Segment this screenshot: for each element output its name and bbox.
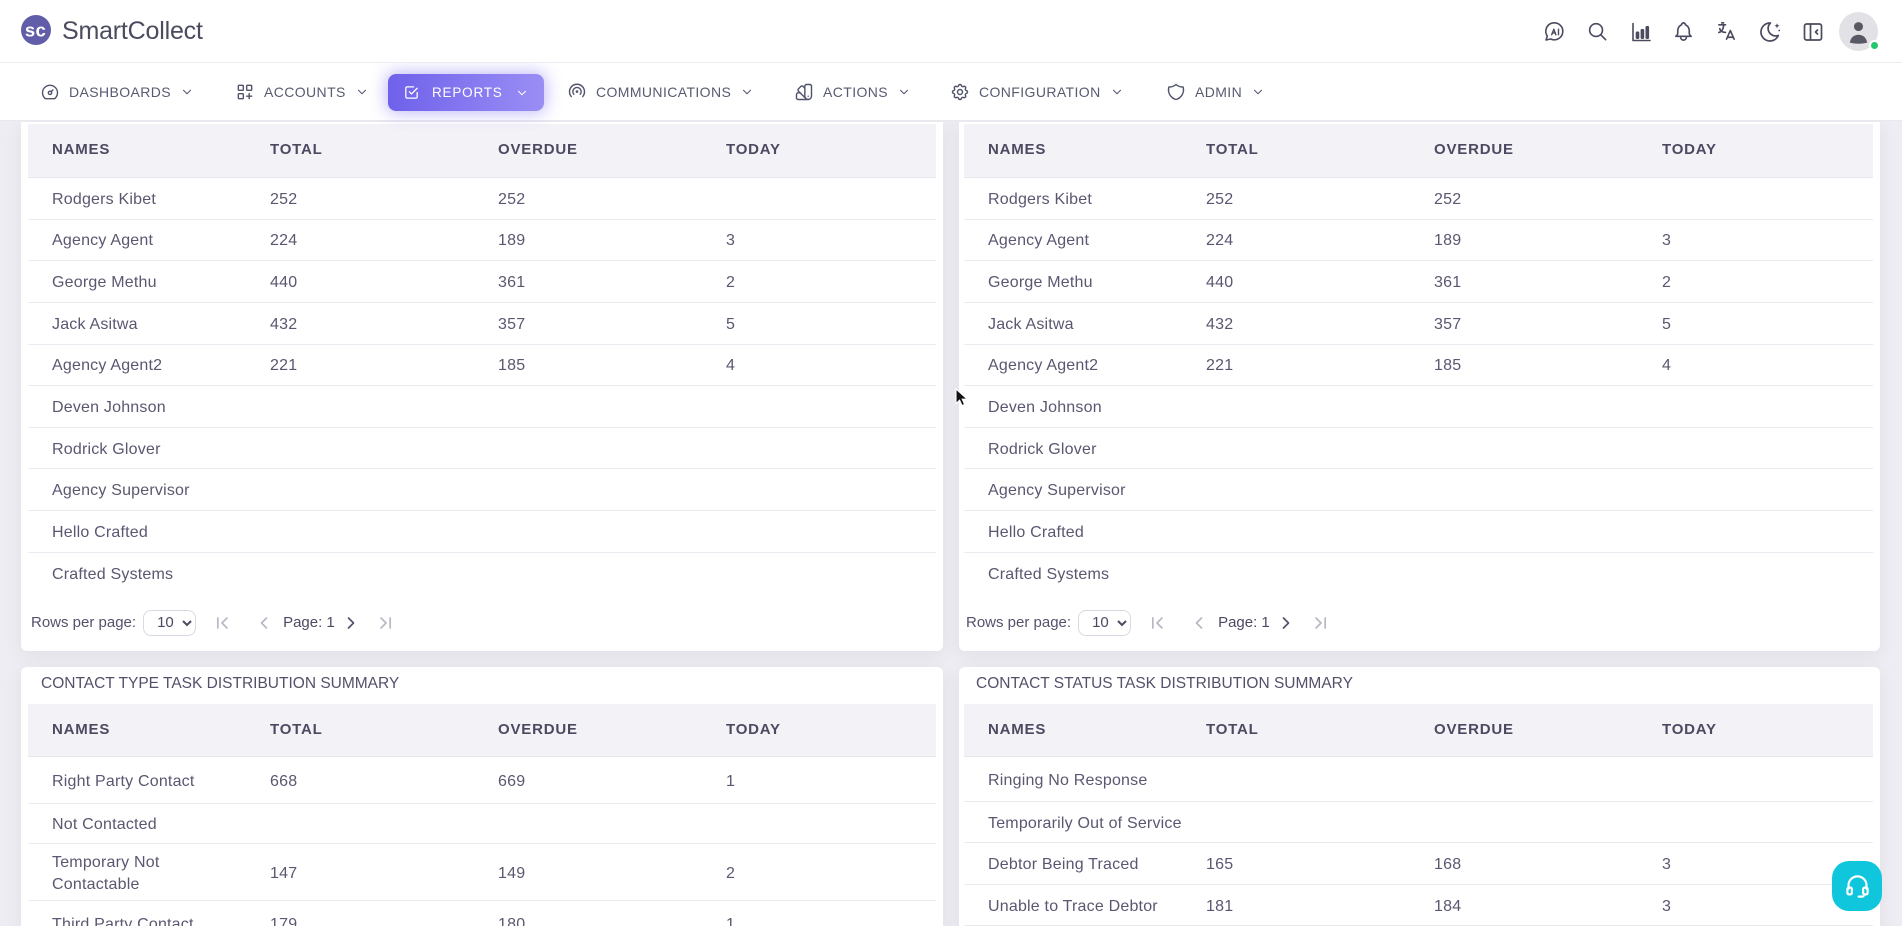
svg-text:sc: sc — [25, 20, 46, 41]
